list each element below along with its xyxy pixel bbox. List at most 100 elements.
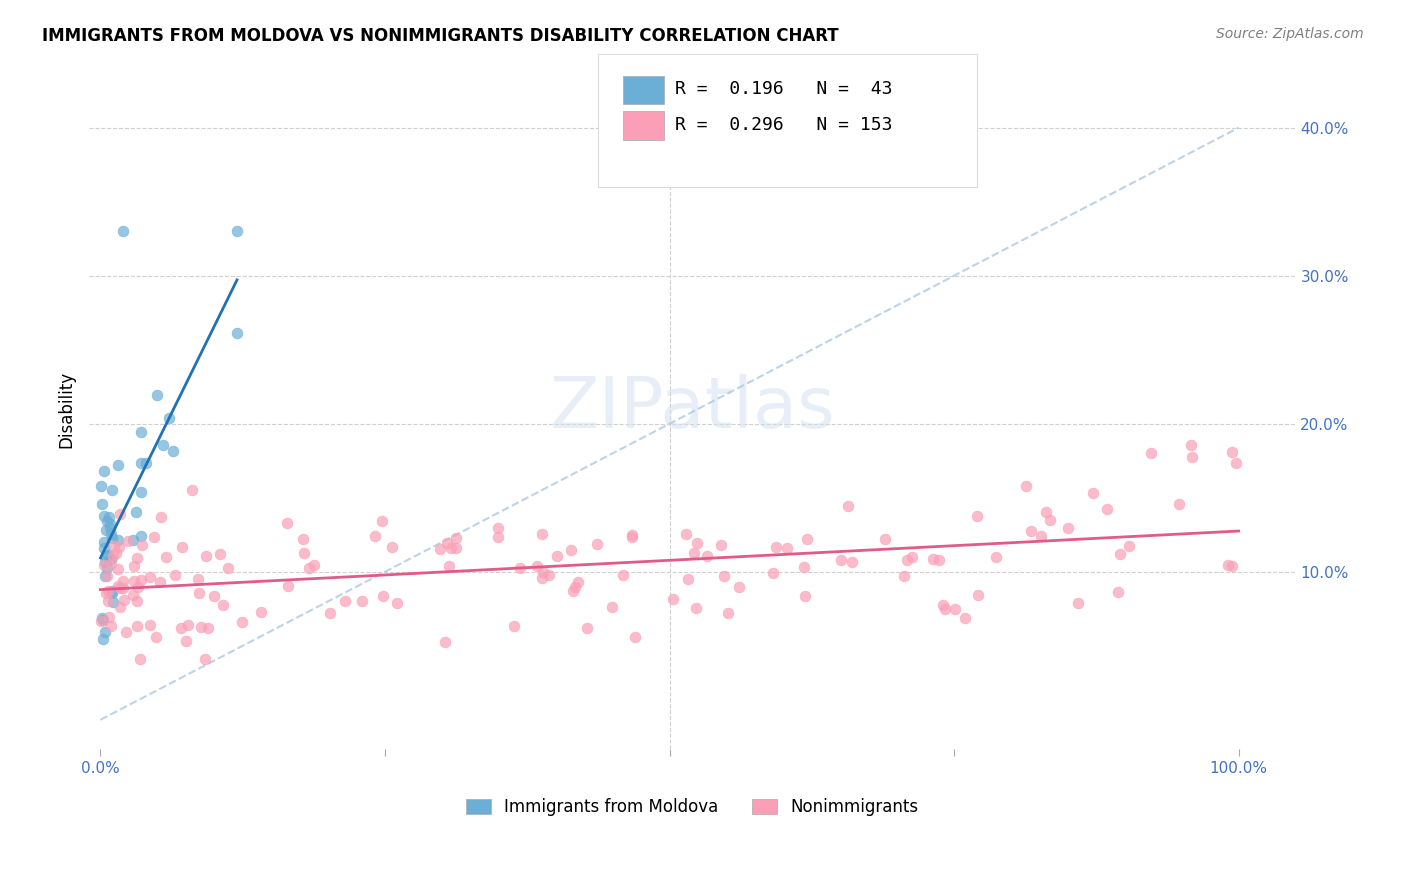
Point: [103, 539, 125, 553]
Point: [174, 634, 197, 648]
Point: [277, 579, 299, 593]
Point: [105, 546, 128, 560]
Point: [683, 546, 706, 560]
Point: [107, 562, 129, 576]
Point: [98, 510, 121, 524]
Point: [152, 438, 174, 452]
Point: [195, 549, 218, 563]
Point: [440, 541, 463, 555]
Point: [131, 573, 153, 587]
Point: [509, 560, 531, 574]
Point: [122, 533, 145, 548]
Point: [155, 550, 177, 565]
Point: [117, 533, 139, 548]
Point: [429, 542, 451, 557]
Point: [107, 458, 129, 472]
Point: [98, 609, 121, 624]
Point: [586, 537, 609, 551]
Point: [197, 622, 219, 636]
Point: [101, 483, 124, 498]
Point: [129, 456, 152, 470]
Point: [101, 531, 124, 545]
Point: [208, 547, 231, 561]
Point: [150, 510, 173, 524]
Point: [91, 613, 114, 627]
Point: [97, 593, 120, 607]
Point: [727, 580, 749, 594]
Point: [1031, 529, 1053, 543]
Point: [562, 583, 585, 598]
Point: [943, 602, 966, 616]
Point: [127, 594, 149, 608]
Point: [875, 532, 897, 546]
Y-axis label: Disability: Disability: [58, 370, 75, 448]
Point: [107, 533, 129, 547]
Point: [953, 611, 976, 625]
Point: [91, 498, 114, 512]
Point: [93, 535, 115, 549]
Point: [139, 617, 162, 632]
Point: [115, 625, 138, 640]
Point: [292, 546, 315, 560]
Text: Source: ZipAtlas.com: Source: ZipAtlas.com: [1216, 27, 1364, 41]
Point: [110, 581, 132, 595]
Point: [621, 527, 644, 541]
Point: [101, 584, 124, 599]
Point: [830, 552, 852, 566]
Point: [129, 529, 152, 543]
Point: [91, 610, 114, 624]
Point: [231, 615, 253, 629]
Point: [188, 585, 211, 599]
Point: [226, 326, 249, 340]
Point: [100, 551, 122, 566]
Point: [96, 515, 118, 529]
Point: [436, 535, 458, 549]
Point: [90, 615, 112, 629]
Point: [503, 619, 526, 633]
Point: [125, 619, 148, 633]
Point: [131, 485, 153, 500]
Point: [1216, 558, 1239, 572]
Point: [108, 540, 131, 554]
Point: [567, 575, 589, 590]
Point: [97, 583, 120, 598]
Point: [139, 570, 162, 584]
Point: [576, 621, 599, 635]
Point: [932, 599, 955, 613]
Point: [131, 538, 153, 552]
Point: [776, 541, 799, 556]
Point: [984, 549, 1007, 564]
Point: [1039, 513, 1062, 527]
Point: [122, 574, 145, 589]
Point: [107, 579, 129, 593]
Point: [1083, 486, 1105, 500]
Point: [90, 479, 112, 493]
Point: [94, 625, 117, 640]
Point: [1021, 524, 1043, 538]
Point: [333, 594, 356, 608]
Point: [675, 527, 697, 541]
Point: [841, 555, 863, 569]
Point: [93, 558, 115, 572]
Point: [149, 574, 172, 589]
Point: [934, 602, 956, 616]
Point: [486, 530, 509, 544]
Point: [135, 456, 157, 470]
Point: [546, 549, 568, 564]
Point: [444, 541, 467, 555]
Point: [363, 529, 385, 543]
Point: [444, 531, 467, 545]
Point: [713, 569, 735, 583]
Point: [967, 588, 990, 602]
Point: [98, 516, 121, 531]
Point: [319, 606, 342, 620]
Point: [1118, 540, 1140, 554]
Point: [434, 635, 457, 649]
Point: [194, 652, 217, 666]
Point: [93, 464, 115, 478]
Point: [304, 558, 326, 572]
Point: [111, 581, 134, 595]
Point: [97, 549, 120, 563]
Point: [127, 580, 149, 594]
Point: [966, 508, 988, 523]
